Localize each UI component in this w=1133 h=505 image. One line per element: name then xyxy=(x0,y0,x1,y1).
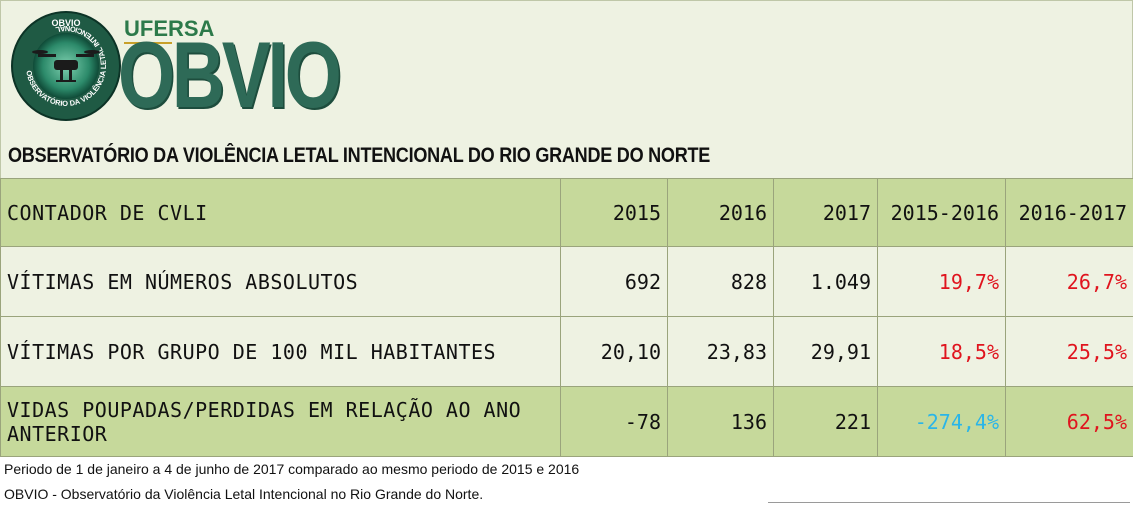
cell-2017: 29,91 xyxy=(773,316,878,387)
cell-change-2016-2017: 62,5% xyxy=(1005,386,1133,457)
header-label: CONTADOR DE CVLI xyxy=(0,178,561,247)
badge-top-text: OBVIO xyxy=(51,18,80,28)
page-title: OBSERVATÓRIO DA VIOLÊNCIA LETAL INTENCIO… xyxy=(8,144,711,167)
cell-2015: 692 xyxy=(560,246,668,317)
header-2017: 2017 xyxy=(773,178,878,247)
period-note: Periodo de 1 de janeiro a 4 de junho de … xyxy=(4,461,580,477)
header-2015-2016: 2015-2016 xyxy=(877,178,1006,247)
cell-2017: 221 xyxy=(773,386,878,457)
cell-change-2015-2016: -274,4% xyxy=(877,386,1006,457)
table-row: VÍTIMAS POR GRUPO DE 100 MIL HABITANTES … xyxy=(0,316,1133,387)
footer-rule xyxy=(768,502,1130,503)
cell-2016: 136 xyxy=(667,386,774,457)
cell-2016: 828 xyxy=(667,246,774,317)
row-label: VÍTIMAS EM NÚMEROS ABSOLUTOS xyxy=(0,246,561,317)
cell-2015: 20,10 xyxy=(560,316,668,387)
obvio-wordmark: OBVIO xyxy=(118,22,342,127)
header-2016-2017: 2016-2017 xyxy=(1005,178,1133,247)
row-label: VÍTIMAS POR GRUPO DE 100 MIL HABITANTES xyxy=(0,316,561,387)
table-row: VÍTIMAS EM NÚMEROS ABSOLUTOS 692 828 1.0… xyxy=(0,246,1133,317)
cell-change-2015-2016: 18,5% xyxy=(877,316,1006,387)
table-row: VIDAS POUPADAS/PERDIDAS EM RELAÇÃO AO AN… xyxy=(0,386,1133,457)
cell-change-2016-2017: 25,5% xyxy=(1005,316,1133,387)
cell-2016: 23,83 xyxy=(667,316,774,387)
cell-change-2015-2016: 19,7% xyxy=(877,246,1006,317)
cell-change-2016-2017: 26,7% xyxy=(1005,246,1133,317)
row-label-line1: VIDAS POUPADAS/PERDIDAS EM RELAÇÃO AO AN… xyxy=(7,397,522,422)
table-header-row: CONTADOR DE CVLI 2015 2016 2017 2015-201… xyxy=(0,178,1133,247)
ufersa-logo: UFERSA xyxy=(124,16,215,44)
ufersa-text: UFERSA xyxy=(124,16,215,41)
ufersa-underline xyxy=(124,42,172,44)
obvio-badge-logo: OBSERVATÓRIO DA VIOLÊNCIA LETAL INTENCIO… xyxy=(11,11,121,121)
row-label-line2: ANTERIOR xyxy=(7,421,108,446)
source-note: OBVIO - Observatório da Violência Letal … xyxy=(4,486,484,502)
cell-2017: 1.049 xyxy=(773,246,878,317)
row-label: VIDAS POUPADAS/PERDIDAS EM RELAÇÃO AO AN… xyxy=(0,386,561,457)
cvli-table: CONTADOR DE CVLI 2015 2016 2017 2015-201… xyxy=(0,178,1133,457)
cell-2015: -78 xyxy=(560,386,668,457)
header-2015: 2015 xyxy=(560,178,668,247)
header-2016: 2016 xyxy=(667,178,774,247)
